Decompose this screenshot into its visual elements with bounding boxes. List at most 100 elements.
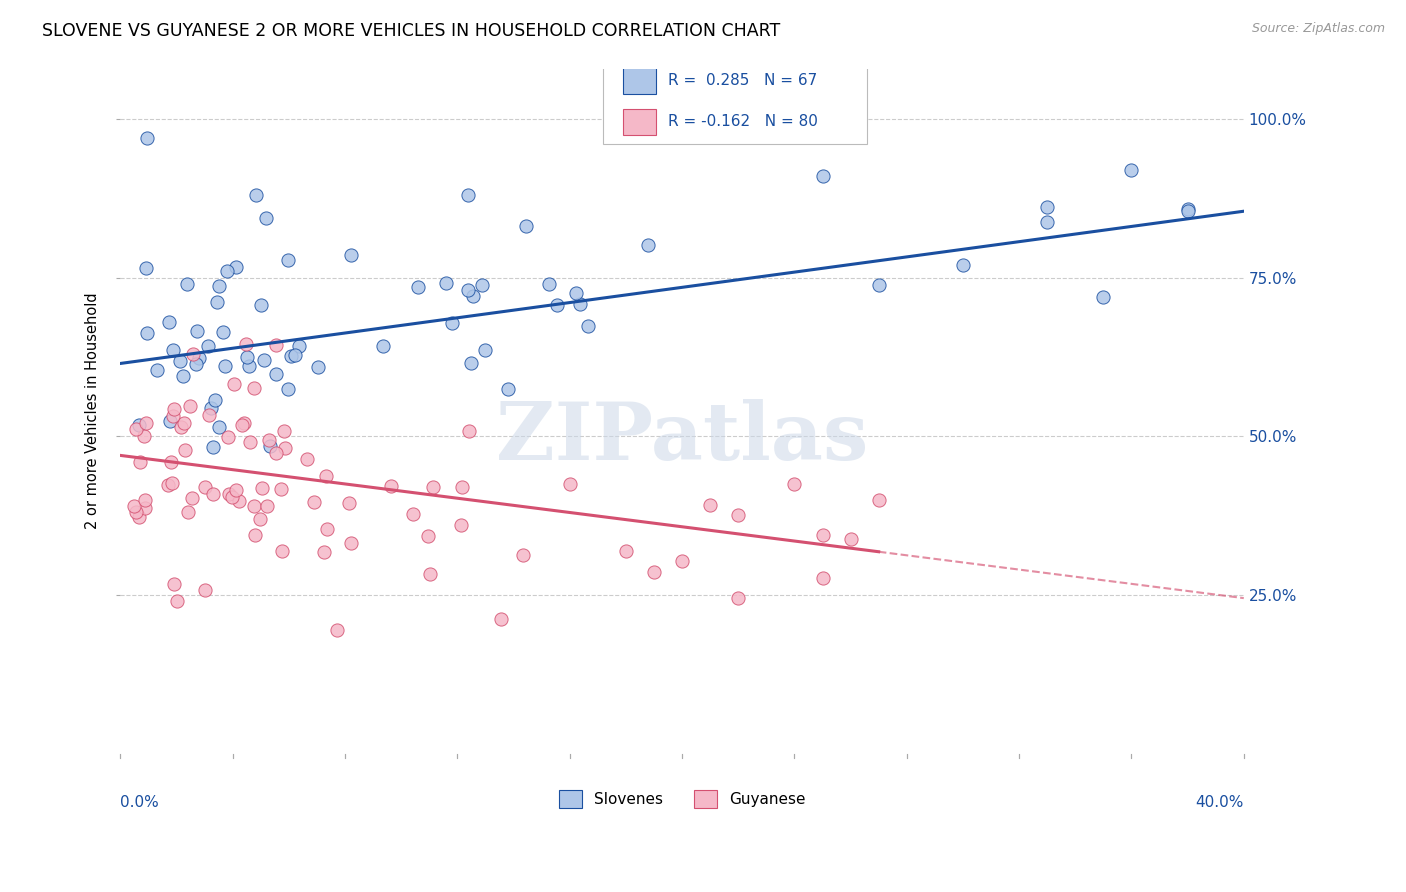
Point — [134, 500, 156, 515]
Point — [200, 401, 222, 415]
Point — [419, 566, 441, 581]
Y-axis label: 2 or more Vehicles in Household: 2 or more Vehicles in Household — [86, 293, 100, 529]
Point — [236, 350, 259, 364]
Point — [163, 577, 186, 591]
Point — [868, 278, 890, 293]
Point — [253, 353, 276, 368]
Point — [614, 544, 637, 558]
Point — [157, 478, 180, 492]
Point — [235, 336, 257, 351]
Point — [699, 498, 721, 512]
Point — [159, 414, 181, 428]
Point — [380, 479, 402, 493]
Point — [868, 492, 890, 507]
Point — [128, 417, 150, 432]
Point — [231, 418, 253, 433]
Point — [211, 325, 233, 339]
Point — [474, 343, 496, 358]
Point — [1177, 202, 1199, 216]
Point — [270, 482, 292, 496]
Point — [193, 480, 215, 494]
Point — [458, 424, 481, 438]
Point — [177, 505, 200, 519]
Point — [217, 430, 239, 444]
Point — [416, 529, 439, 543]
Point — [273, 424, 295, 438]
Point — [441, 316, 464, 330]
Point — [671, 554, 693, 568]
Point — [239, 435, 262, 450]
Point — [184, 357, 207, 371]
Point — [496, 382, 519, 396]
Point — [249, 512, 271, 526]
Text: Source: ZipAtlas.com: Source: ZipAtlas.com — [1251, 22, 1385, 36]
Point — [460, 355, 482, 369]
Point — [169, 420, 191, 434]
Point — [173, 443, 195, 458]
Point — [256, 500, 278, 514]
Point — [457, 283, 479, 297]
Point — [512, 549, 534, 563]
Legend: Slovenes, Guyanese: Slovenes, Guyanese — [553, 783, 811, 814]
Point — [576, 318, 599, 333]
Point — [1177, 204, 1199, 219]
Point — [264, 368, 287, 382]
Point — [181, 491, 204, 505]
FancyBboxPatch shape — [603, 52, 868, 144]
Point — [727, 508, 749, 523]
Point — [271, 544, 294, 558]
Point — [952, 258, 974, 272]
Bar — [623, 109, 657, 135]
Point — [169, 353, 191, 368]
Point — [162, 402, 184, 417]
Point — [134, 493, 156, 508]
Point — [254, 211, 277, 225]
Point — [471, 277, 494, 292]
Point — [128, 509, 150, 524]
Point — [186, 324, 208, 338]
Point — [434, 276, 457, 290]
Point — [727, 591, 749, 606]
Point — [284, 348, 307, 362]
Point — [307, 360, 329, 375]
Point — [250, 298, 273, 312]
Point — [1121, 162, 1143, 177]
Point — [371, 339, 394, 353]
Point — [194, 582, 217, 597]
Point — [222, 377, 245, 392]
Point — [162, 476, 184, 491]
Point — [218, 486, 240, 500]
Point — [266, 446, 288, 460]
Point — [288, 339, 311, 353]
Point — [316, 522, 339, 536]
Point — [243, 527, 266, 541]
Point — [162, 343, 184, 358]
Text: 0.0%: 0.0% — [121, 795, 159, 810]
Text: R =  0.285   N = 67: R = 0.285 N = 67 — [668, 73, 817, 88]
Point — [264, 338, 287, 352]
Point — [162, 409, 184, 423]
Point — [187, 351, 209, 366]
Point — [839, 532, 862, 546]
Point — [146, 363, 169, 377]
Point — [124, 499, 146, 513]
Point — [225, 483, 247, 497]
Point — [176, 277, 198, 292]
Point — [326, 623, 349, 637]
Point — [125, 422, 148, 436]
Point — [243, 499, 266, 513]
Point — [422, 480, 444, 494]
Point — [215, 264, 238, 278]
Point — [202, 440, 225, 454]
Point — [1092, 290, 1115, 304]
Point — [537, 277, 560, 292]
Point — [297, 452, 319, 467]
Point — [136, 131, 159, 145]
Point — [1036, 215, 1059, 229]
Point — [1036, 200, 1059, 214]
Point — [637, 238, 659, 252]
Point — [233, 416, 256, 430]
Point — [259, 439, 281, 453]
Point — [197, 339, 219, 353]
Text: 40.0%: 40.0% — [1195, 795, 1244, 810]
